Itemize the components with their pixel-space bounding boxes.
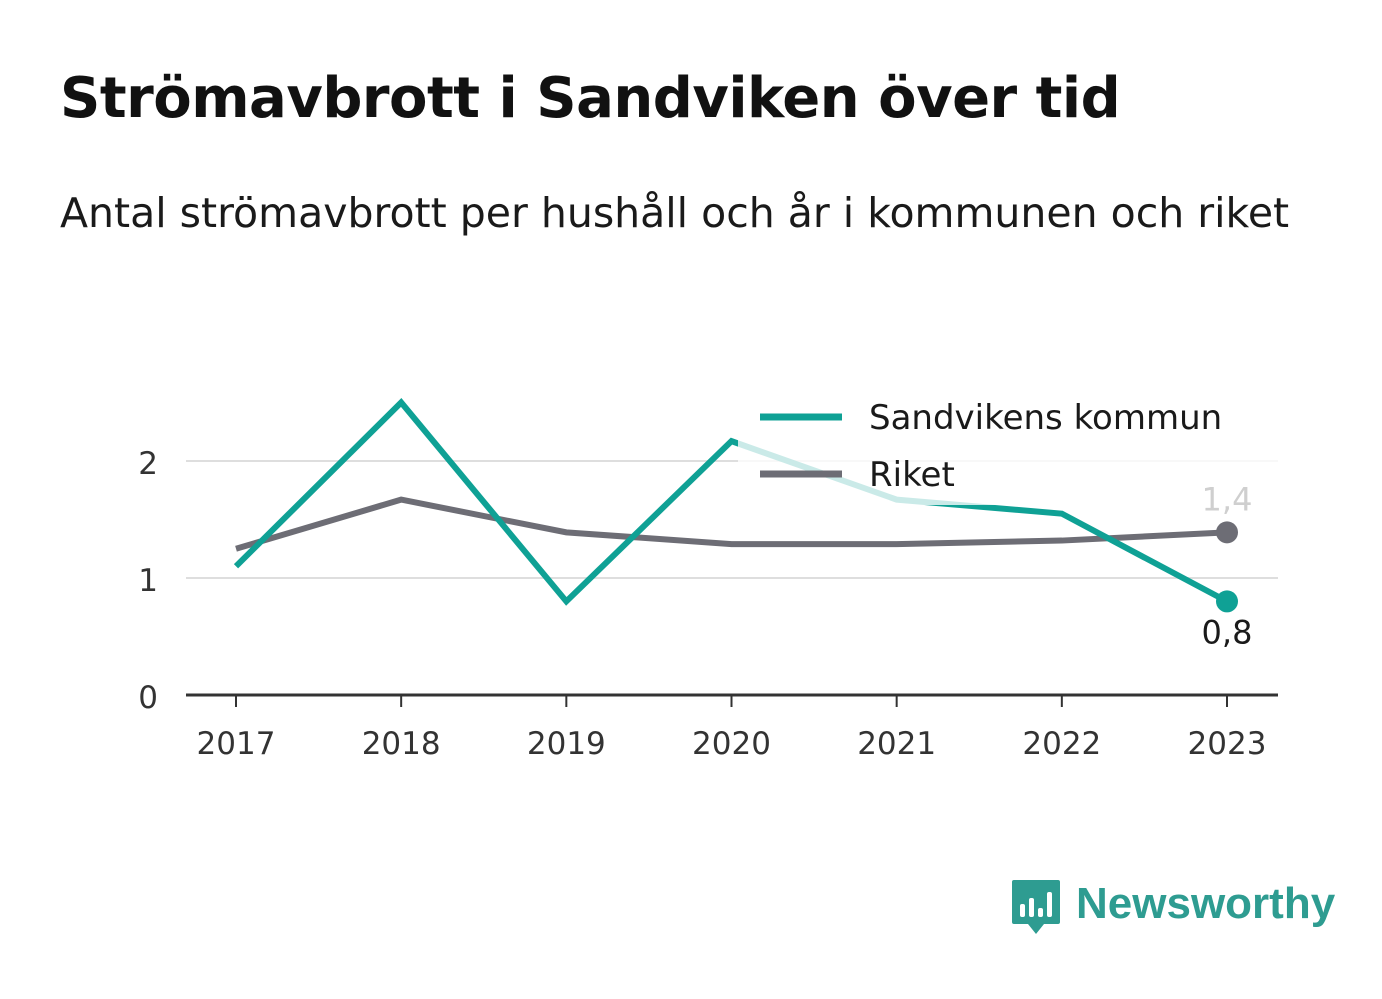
y-tick-label: 1: [138, 563, 158, 599]
legend-label: Sandvikens kommun: [869, 398, 1222, 438]
data-label: 0,8: [1202, 613, 1253, 651]
series-line-sandvikens-kommun: [233, 398, 1229, 606]
y-tick-label: 0: [138, 680, 158, 716]
legend-label: Riket: [869, 455, 955, 495]
legend-background: [738, 390, 1278, 505]
data-label: 1,4: [1202, 480, 1253, 518]
chart-title: Strömavbrott i Sandviken över tid: [60, 66, 1121, 131]
x-tick-label: 2021: [857, 726, 936, 762]
x-tick-label: 2017: [197, 726, 276, 762]
end-marker-sandvikens-kommun: [1216, 590, 1238, 613]
newsworthy-brand: Newsworthy: [1010, 878, 1335, 940]
x-tick-label: 2023: [1188, 726, 1267, 762]
newsworthy-logo-icon: [1012, 880, 1060, 934]
x-tick-label: 2022: [1022, 726, 1101, 762]
x-tick-label: 2018: [362, 726, 441, 762]
series-line-riket: [235, 496, 1228, 552]
brand-name: Newsworthy: [1076, 879, 1336, 928]
chart-subtitle: Antal strömavbrott per hushåll och år i …: [60, 189, 1290, 237]
y-tick-label: 2: [138, 446, 158, 482]
x-tick-label: 2019: [527, 726, 606, 762]
end-marker-riket: [1216, 521, 1238, 544]
x-tick-label: 2020: [692, 726, 771, 762]
